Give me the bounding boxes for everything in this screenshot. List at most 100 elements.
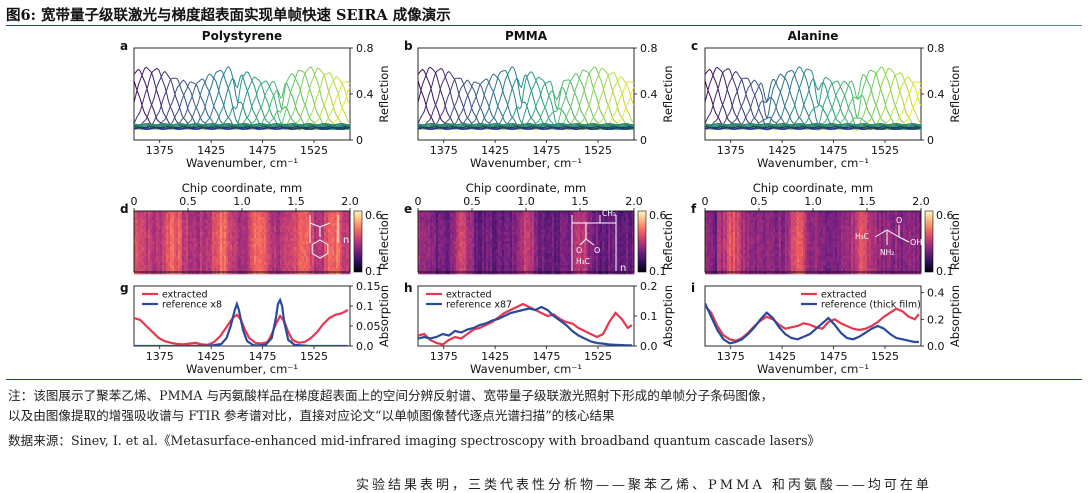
heatmap-cell	[480, 271, 482, 274]
heatmap-cell	[264, 250, 266, 253]
heatmap-cell	[172, 265, 174, 268]
heatmap-cell	[486, 238, 488, 241]
heatmap-cell	[150, 229, 152, 232]
heatmap-cell	[580, 238, 582, 241]
heatmap-cell	[218, 241, 220, 244]
heatmap-cell	[580, 229, 582, 232]
heatmap-cell	[436, 214, 438, 217]
heatmap-cell	[422, 229, 424, 232]
heatmap-cell	[558, 265, 560, 268]
heatmap-cell	[608, 238, 610, 241]
heatmap-cell	[246, 268, 248, 271]
heatmap-cell	[286, 244, 288, 247]
heatmap-cell	[476, 262, 478, 265]
heatmap-cell	[298, 220, 300, 223]
heatmap-cell	[342, 211, 344, 214]
heatmap-cell	[602, 253, 604, 256]
heatmap-cell	[622, 256, 624, 259]
heatmap-cell	[238, 265, 240, 268]
heatmap-cell	[212, 238, 214, 241]
heatmap-cell	[190, 265, 192, 268]
heatmap-cell	[572, 271, 574, 274]
heatmap-cell	[298, 265, 300, 268]
heatmap-cell	[250, 259, 252, 262]
heatmap-cell	[430, 265, 432, 268]
heatmap-cell	[150, 259, 152, 262]
heatmap-cell	[542, 235, 544, 238]
heatmap-cell	[717, 232, 719, 235]
heatmap-cell	[208, 268, 210, 271]
heatmap-cell	[552, 235, 554, 238]
heatmap-cell	[470, 211, 472, 214]
heatmap-cell	[324, 226, 326, 229]
heatmap-cell	[444, 259, 446, 262]
heatmap-cell	[150, 268, 152, 271]
heatmap-cell	[470, 256, 472, 259]
heatmap-cell	[711, 262, 713, 265]
heatmap-cell	[715, 247, 717, 250]
heatmap-cell	[332, 241, 334, 244]
heatmap-cell	[340, 232, 342, 235]
heatmap-cell	[240, 256, 242, 259]
heatmap-cell	[242, 241, 244, 244]
heatmap-cell	[420, 265, 422, 268]
heatmap-cell	[568, 256, 570, 259]
heatmap-cell	[542, 247, 544, 250]
heatmap-cell	[290, 220, 292, 223]
heatmap-cell	[624, 250, 626, 253]
heatmap-cell	[328, 247, 330, 250]
heatmap-cell	[196, 253, 198, 256]
heatmap-cell	[538, 217, 540, 220]
heatmap-cell	[250, 211, 252, 214]
heatmap-cell	[164, 250, 166, 253]
heatmap-cell	[302, 250, 304, 253]
heatmap-cell	[294, 232, 296, 235]
heatmap-cell	[594, 259, 596, 262]
heatmap-cell	[506, 220, 508, 223]
heatmap-cell	[280, 217, 282, 220]
x-tick-label: 1525	[300, 144, 328, 157]
heatmap-cell	[252, 247, 254, 250]
heatmap-cell	[514, 232, 516, 235]
heatmap-cell	[548, 253, 550, 256]
heatmap-cell	[212, 268, 214, 271]
heatmap-cell	[236, 256, 238, 259]
heatmap-cell	[516, 271, 518, 274]
heatmap-cell	[158, 220, 160, 223]
heatmap-cell	[440, 235, 442, 238]
heatmap-cell	[258, 226, 260, 229]
heatmap-cell	[328, 217, 330, 220]
heatmap-cell	[518, 223, 520, 226]
heatmap-cell	[564, 247, 566, 250]
heatmap-cell	[258, 211, 260, 214]
heatmap-cell	[526, 244, 528, 247]
heatmap-cell	[146, 247, 148, 250]
heatmap-cell	[516, 259, 518, 262]
heatmap-cell	[440, 232, 442, 235]
heatmap-cell	[200, 235, 202, 238]
heatmap-cell	[140, 226, 142, 229]
heatmap-cell	[274, 244, 276, 247]
heatmap-cell	[460, 271, 462, 274]
heatmap-cell	[164, 271, 166, 274]
heatmap-cell	[140, 217, 142, 220]
heatmap-cell	[338, 265, 340, 268]
heatmap-cell	[276, 211, 278, 214]
heatmap-cell	[514, 259, 516, 262]
heatmap-cell	[242, 256, 244, 259]
heatmap-cell	[276, 247, 278, 250]
heatmap-cell	[202, 268, 204, 271]
heatmap-cell	[456, 223, 458, 226]
heatmap-cell	[514, 229, 516, 232]
heatmap-cell	[304, 241, 306, 244]
heatmap-cell	[482, 247, 484, 250]
heatmap-cell	[552, 223, 554, 226]
heatmap-cell	[454, 232, 456, 235]
heatmap-cell	[514, 214, 516, 217]
heatmap-cell	[142, 211, 144, 214]
heatmap-cell	[294, 214, 296, 217]
heatmap-cell	[723, 223, 725, 226]
heatmap-cell	[590, 214, 592, 217]
heatmap-cell	[322, 214, 324, 217]
heatmap-cell	[584, 247, 586, 250]
